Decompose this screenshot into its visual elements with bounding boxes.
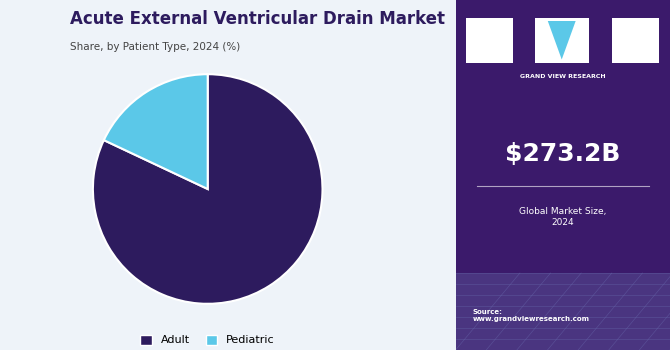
FancyBboxPatch shape [466, 18, 513, 63]
FancyBboxPatch shape [456, 273, 670, 350]
Text: Share, by Patient Type, 2024 (%): Share, by Patient Type, 2024 (%) [70, 42, 241, 52]
FancyBboxPatch shape [535, 18, 588, 63]
Wedge shape [104, 74, 208, 189]
Text: Acute External Ventricular Drain Market: Acute External Ventricular Drain Market [70, 10, 446, 28]
Text: Global Market Size,
2024: Global Market Size, 2024 [519, 207, 606, 227]
Text: Source:
www.grandviewresearch.com: Source: www.grandviewresearch.com [473, 308, 590, 322]
Text: GRAND VIEW RESEARCH: GRAND VIEW RESEARCH [520, 75, 606, 79]
FancyBboxPatch shape [456, 0, 670, 350]
Wedge shape [93, 74, 322, 304]
Text: $273.2B: $273.2B [505, 142, 620, 166]
Legend: Adult, Pediatric: Adult, Pediatric [136, 330, 279, 350]
FancyBboxPatch shape [612, 18, 659, 63]
Polygon shape [548, 21, 576, 60]
